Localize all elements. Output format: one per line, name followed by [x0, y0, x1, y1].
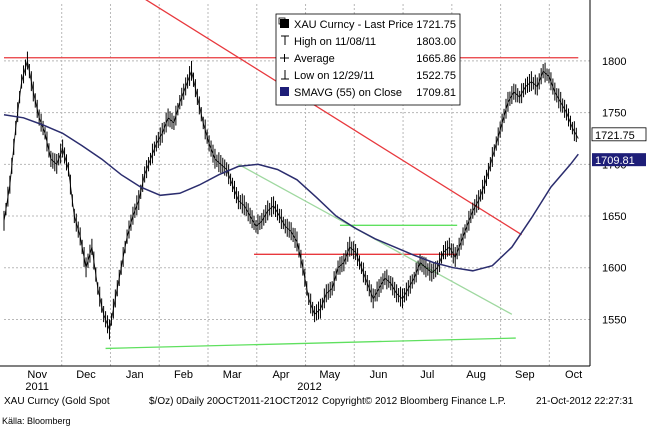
x-year-label: 2012: [297, 381, 321, 392]
legend-label: High on 11/08/11: [294, 36, 376, 48]
y-tick-label: 1650: [602, 211, 626, 223]
legend-value: 1803.00: [416, 36, 456, 48]
legend-label: XAU Curncy - Last Price: [294, 19, 413, 31]
high-marker-icon: [281, 35, 289, 45]
black-square-icon: [280, 19, 289, 28]
x-year-label: 2011: [25, 381, 49, 392]
trendline: [105, 337, 516, 350]
y-tick-label: 1800: [602, 56, 626, 68]
x-month-label: May: [319, 369, 340, 381]
footer-unit: $/Oz) 0Daily 20OCT2011-21OCT2012: [149, 396, 319, 407]
price-line: [3, 60, 579, 332]
average-marker-icon: [280, 54, 289, 62]
legend-value: 1709.81: [416, 87, 456, 99]
footer-copyright: Copyright© 2012 Bloomberg Finance L.P.: [322, 396, 506, 407]
last-price-tag-label: 1721.75: [595, 130, 635, 142]
x-month-label: Mar: [223, 369, 242, 381]
data-series: [3, 51, 579, 340]
source-label: Källa: Bloomberg: [2, 416, 71, 426]
x-month-label: Dec: [76, 369, 96, 381]
x-axis: Nov Dec Jan Feb Mar Apr May Jun Jul Aug Sep Oct 2011…: [0, 365, 590, 392]
y-axis: 180017501700165016001550: [589, 0, 626, 366]
x-month-label: Feb: [174, 369, 193, 381]
trendline: [145, 0, 522, 236]
legend-box: [275, 13, 461, 106]
footer-timestamp: 21-Oct-2012 22:27:31: [536, 396, 634, 407]
x-month-label: Jan: [126, 369, 144, 381]
x-month-label: Oct: [565, 369, 582, 381]
legend-value: 1665.86: [416, 53, 456, 65]
legend-label: Low on 12/29/11: [294, 70, 375, 82]
navy-square-icon: [280, 87, 289, 96]
smavg-tag-label: 1709.81: [595, 155, 635, 167]
price-chart: 180017501700165016001550 NovDecJanFebMar…: [0, 0, 647, 392]
grid-lines: [4, 4, 590, 366]
legend-label: SMAVG (55) on Close: [294, 87, 402, 99]
smavg-tag: [592, 153, 646, 167]
legend-label: Average: [294, 53, 335, 65]
legend: XAU Curncy - Last Price 1721.75 High on 11…: [275, 13, 461, 106]
legend-value: 1522.75: [416, 70, 456, 82]
y-tick-label: 1600: [602, 263, 626, 275]
x-month-label: Aug: [466, 369, 486, 381]
last-price-tag: [591, 127, 647, 142]
smavg-line: [3, 113, 579, 272]
y-tick-label: 1750: [602, 108, 626, 120]
low-marker-icon: [281, 70, 289, 80]
x-month-label: Jul: [420, 369, 434, 381]
x-month-label: Jun: [370, 369, 388, 381]
legend-value: 1721.75: [416, 19, 456, 31]
legend-toggle-icon: [278, 17, 286, 25]
x-month-label: Sep: [515, 369, 535, 381]
y-tick-label: 1550: [602, 314, 626, 326]
x-month-label: Nov: [27, 369, 47, 381]
x-month-label: Apr: [272, 369, 289, 381]
footer-ticker: XAU Curncy (Gold Spot: [4, 396, 110, 407]
price-tags: 1721.75 1709.81: [591, 127, 647, 167]
